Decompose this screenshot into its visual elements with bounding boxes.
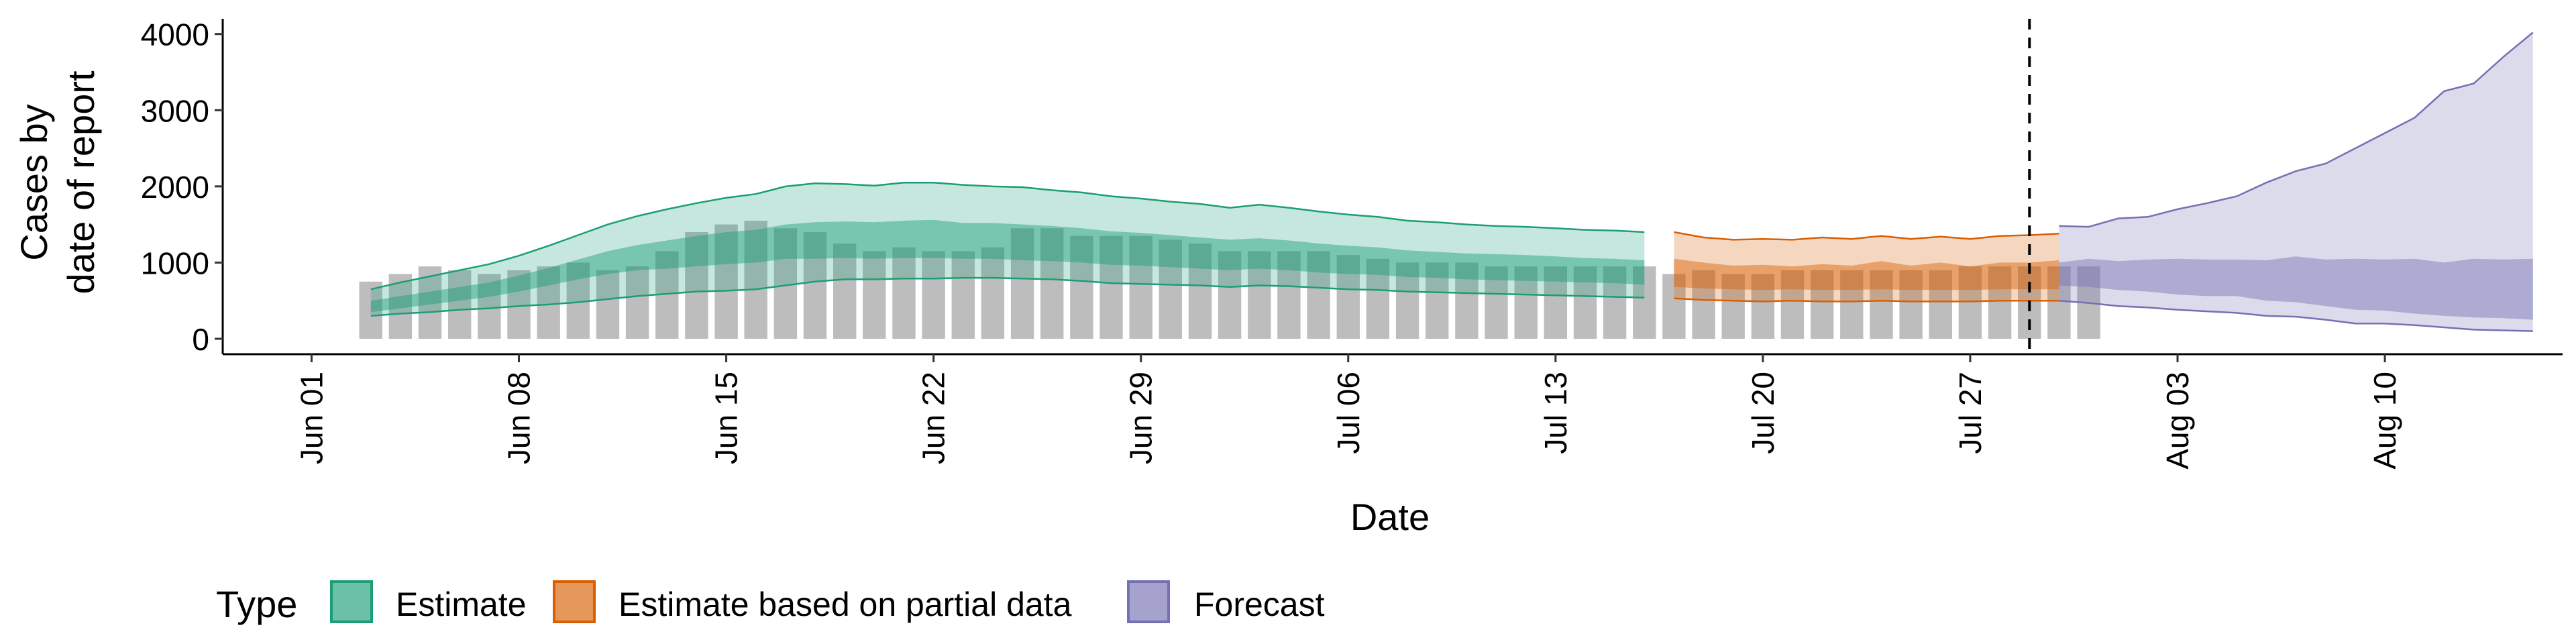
- x-tick-label: Jul 06: [1331, 372, 1366, 454]
- legend-label-forecast: Forecast: [1194, 586, 1325, 623]
- reported-case-bar: [833, 244, 857, 339]
- reported-case-bar: [1218, 251, 1242, 339]
- legend-key-estimate: [330, 580, 373, 623]
- estimate-lower-edge: [370, 276, 1645, 317]
- reported-case-bar: [892, 247, 916, 339]
- reported-case-bar: [863, 251, 886, 339]
- reported-case-bar: [1336, 255, 1360, 339]
- reported-case-bar: [981, 247, 1005, 339]
- legend-label-estimate: Estimate: [396, 586, 527, 623]
- y-axis-label-line1: Cases by: [13, 104, 55, 260]
- y-tick-label: 0: [192, 322, 209, 357]
- reported-case-bar: [1485, 266, 1508, 339]
- y-axis-ticks: 0 1000 2000 3000 4000: [141, 17, 223, 357]
- reported-case-bar: [714, 224, 738, 339]
- x-tick-label: Jun 15: [709, 372, 744, 464]
- reported-case-bar: [1307, 251, 1330, 339]
- forecast-band-50: [2059, 256, 2533, 320]
- reported-case-bar: [1366, 258, 1390, 339]
- reported-case-bar: [507, 270, 531, 339]
- reported-case-bar: [1662, 274, 1686, 339]
- reported-case-bar: [744, 221, 767, 339]
- reported-case-bar: [1159, 239, 1182, 339]
- legend-title: Type: [216, 583, 297, 625]
- y-tick-label: 3000: [141, 93, 209, 128]
- reported-case-bar: [1395, 262, 1419, 339]
- reported-case-bar: [2047, 266, 2071, 339]
- reported-case-bar: [1692, 270, 1715, 339]
- x-tick-label: Aug 03: [2160, 372, 2195, 470]
- legend-key-forecast: [1127, 580, 1170, 623]
- reported-case-bar: [1277, 251, 1301, 339]
- reported-case-bar: [1929, 270, 1952, 339]
- x-tick-label: Jul 20: [1746, 372, 1780, 454]
- reported-case-bar: [685, 232, 708, 339]
- reported-case-bar: [1573, 266, 1597, 339]
- x-axis-label: Date: [1350, 496, 1430, 538]
- legend-key-partial: [553, 580, 596, 623]
- reported-case-bar: [1840, 270, 1864, 339]
- x-axis-ticks: Jun 01 Jun 08 Jun 15 Jun 22 Jun 29 Jul 06 Jul …: [294, 354, 2402, 470]
- forecast-lower-edge: [2059, 299, 2533, 332]
- reported-case-bar: [1899, 270, 1923, 339]
- x-tick-label: Jun 29: [1124, 372, 1159, 464]
- reported-case-bar: [625, 266, 649, 339]
- reported-case-bar: [537, 266, 560, 339]
- estimate-band-90: [370, 182, 1645, 316]
- y-axis-label-line2: date of report: [60, 70, 102, 294]
- reported-case-bar: [1811, 270, 1834, 339]
- reported-case-bar: [1870, 270, 1893, 339]
- y-tick-label: 1000: [141, 246, 209, 280]
- reported-case-bar: [1514, 266, 1538, 339]
- reported-case-bar: [1633, 266, 1656, 339]
- x-tick-label: Jun 22: [916, 372, 951, 464]
- x-tick-label: Jul 13: [1538, 372, 1573, 454]
- partial-band-90: [1674, 232, 2059, 302]
- x-tick-label: Aug 10: [2367, 372, 2402, 470]
- y-tick-label: 4000: [141, 17, 209, 52]
- reported-case-bar: [1010, 228, 1034, 339]
- reported-case-bar: [1426, 262, 1449, 339]
- reported-case-bar: [1958, 266, 1982, 339]
- reported-case-bar: [1988, 266, 2012, 339]
- reported-case-bar: [1603, 266, 1627, 339]
- reported-case-bar: [596, 270, 620, 339]
- legend-label-partial: Estimate based on partial data: [619, 586, 1072, 623]
- x-tick-label: Jun 08: [502, 372, 537, 464]
- reported-case-bar: [1721, 274, 1745, 339]
- legend: Type Estimate Estimate based on partial …: [216, 580, 1325, 625]
- x-tick-label: Jul 27: [1953, 372, 1988, 454]
- partial-lower-edge: [1674, 297, 2059, 303]
- partial-band-50: [1674, 258, 2059, 290]
- forecast-band-90: [2059, 32, 2533, 331]
- reported-case-bar: [448, 270, 472, 339]
- forecast-upper-edge: [2059, 32, 2534, 228]
- estimate-upper-edge: [370, 181, 1645, 290]
- reported-case-bar: [1780, 270, 1805, 339]
- x-tick-label: Jun 01: [294, 372, 329, 464]
- reported-case-bar: [1751, 274, 1775, 339]
- reported-case-bar: [922, 251, 945, 339]
- partial-upper-edge: [1674, 231, 2059, 241]
- y-tick-label: 2000: [141, 170, 209, 205]
- reported-case-bar: [1188, 244, 1212, 339]
- reported-case-bar: [773, 228, 798, 339]
- reported-case-bar: [1248, 251, 1271, 339]
- reported-case-bar: [478, 274, 501, 339]
- reported-case-bar: [359, 281, 382, 339]
- estimate-ribbons: [370, 32, 2534, 332]
- reported-case-bar: [1099, 235, 1123, 339]
- reported-case-bar: [1040, 228, 1064, 339]
- reported-case-bar: [1544, 266, 1567, 339]
- reported-cases-bars: [359, 221, 2100, 339]
- estimate-band-50: [370, 219, 1645, 313]
- reported-case-bar: [803, 232, 827, 339]
- reported-case-bar: [1455, 262, 1479, 339]
- reported-case-bar: [951, 251, 975, 339]
- reported-case-bar: [1129, 235, 1152, 339]
- reported-case-bar: [1070, 235, 1093, 339]
